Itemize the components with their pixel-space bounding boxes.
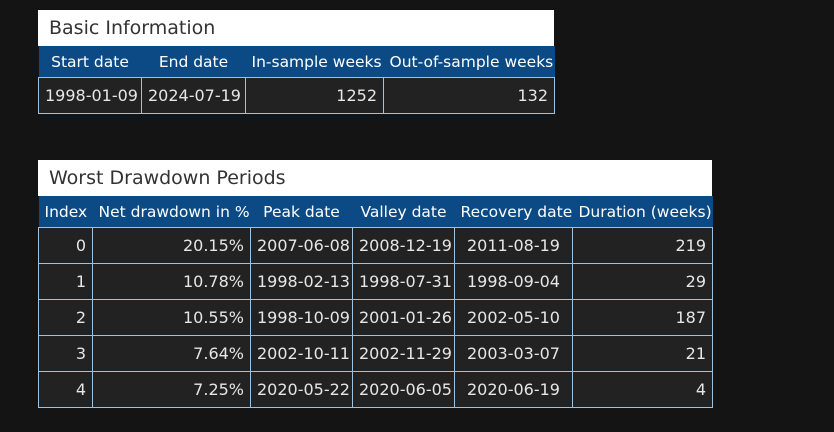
start-date-cell: 1998-01-09: [38, 77, 142, 114]
header-duration-weeks: Duration (weeks): [578, 202, 712, 221]
peak-date-cell: 2020-05-22: [250, 371, 353, 408]
header-in-sample-weeks: In-sample weeks: [251, 52, 382, 71]
header-start-date: Start date: [51, 52, 129, 71]
duration-cell: 219: [572, 227, 713, 264]
net-drawdown-cell: 10.55%: [92, 299, 251, 336]
recovery-date-cell: 2011-08-19: [454, 227, 573, 264]
index-cell: 1: [38, 263, 93, 300]
worst-drawdown-table: Worst Drawdown Periods Index Net drawdow…: [38, 160, 713, 408]
header-peak-date: Peak date: [263, 202, 340, 221]
net-drawdown-cell: 10.78%: [92, 263, 251, 300]
net-drawdown-cell: 7.25%: [92, 371, 251, 408]
duration-cell: 29: [572, 263, 713, 300]
valley-date-cell: 2001-01-26: [352, 299, 455, 336]
basic-information-table: Basic Information Start date End date In…: [38, 10, 555, 114]
duration-cell: 21: [572, 335, 713, 372]
out-of-sample-weeks-cell: 132: [383, 77, 555, 114]
basic-header-row: Start date End date In-sample weeks Out-…: [38, 46, 555, 78]
header-valley-date: Valley date: [360, 202, 447, 221]
worst-drawdown-title: Worst Drawdown Periods: [38, 160, 712, 196]
table-row: 2 10.55% 1998-10-09 2001-01-26 2002-05-1…: [38, 299, 713, 336]
table-row: 3 7.64% 2002-10-11 2002-11-29 2003-03-07…: [38, 335, 713, 372]
header-net-drawdown: Net drawdown in %: [98, 202, 250, 221]
header-index: Index: [44, 202, 88, 221]
net-drawdown-cell: 7.64%: [92, 335, 251, 372]
table-row: 4 7.25% 2020-05-22 2020-06-05 2020-06-19…: [38, 371, 713, 408]
recovery-date-cell: 2002-05-10: [454, 299, 573, 336]
valley-date-cell: 2002-11-29: [352, 335, 455, 372]
valley-date-cell: 1998-07-31: [352, 263, 455, 300]
recovery-date-cell: 1998-09-04: [454, 263, 573, 300]
header-out-of-sample-weeks: Out-of-sample weeks: [389, 52, 554, 71]
valley-date-cell: 2020-06-05: [352, 371, 455, 408]
table-row: 1998-01-09 2024-07-19 1252 132: [38, 77, 555, 114]
peak-date-cell: 1998-10-09: [250, 299, 353, 336]
recovery-date-cell: 2020-06-19: [454, 371, 573, 408]
table-row: 0 20.15% 2007-06-08 2008-12-19 2011-08-1…: [38, 227, 713, 264]
table-row: 1 10.78% 1998-02-13 1998-07-31 1998-09-0…: [38, 263, 713, 300]
index-cell: 3: [38, 335, 93, 372]
drawdown-header-row: Index Net drawdown in % Peak date Valley…: [38, 196, 713, 228]
index-cell: 4: [38, 371, 93, 408]
duration-cell: 187: [572, 299, 713, 336]
basic-information-grid: Start date End date In-sample weeks Out-…: [38, 46, 555, 114]
peak-date-cell: 2002-10-11: [250, 335, 353, 372]
recovery-date-cell: 2003-03-07: [454, 335, 573, 372]
index-cell: 0: [38, 227, 93, 264]
index-cell: 2: [38, 299, 93, 336]
duration-cell: 4: [572, 371, 713, 408]
peak-date-cell: 2007-06-08: [250, 227, 353, 264]
worst-drawdown-grid: Index Net drawdown in % Peak date Valley…: [38, 196, 713, 408]
peak-date-cell: 1998-02-13: [250, 263, 353, 300]
in-sample-weeks-cell: 1252: [245, 77, 384, 114]
net-drawdown-cell: 20.15%: [92, 227, 251, 264]
end-date-cell: 2024-07-19: [141, 77, 246, 114]
header-recovery-date: Recovery date: [460, 202, 573, 221]
valley-date-cell: 2008-12-19: [352, 227, 455, 264]
header-end-date: End date: [158, 52, 229, 71]
basic-information-title: Basic Information: [38, 10, 554, 46]
